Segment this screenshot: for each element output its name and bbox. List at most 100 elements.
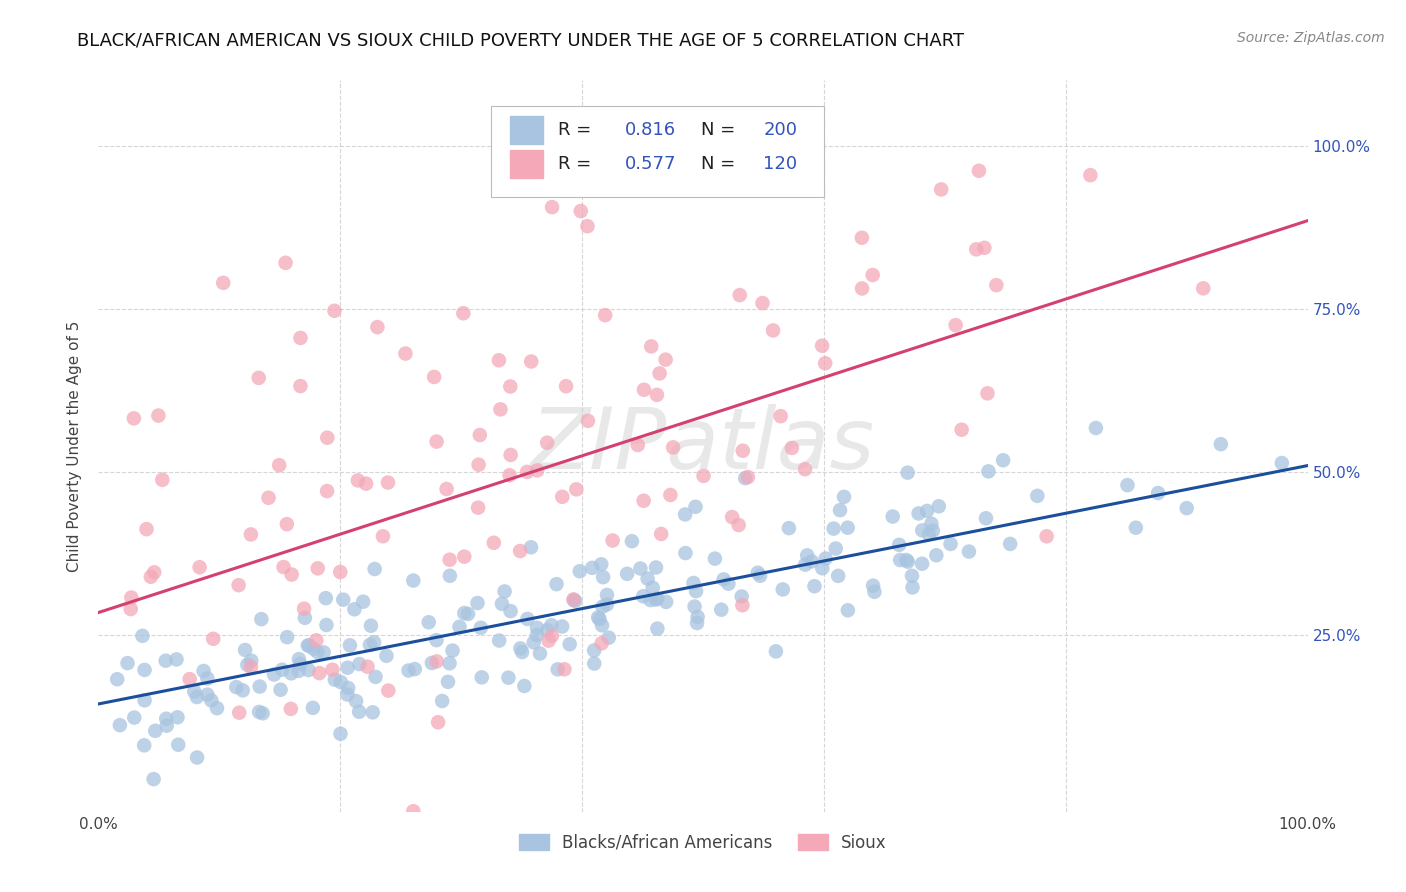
Point [654, 352, 676, 367]
Point [851, 281, 873, 295]
Text: N =: N = [700, 121, 741, 139]
Point [498, 671, 520, 685]
Point [747, 566, 769, 580]
Point [427, 715, 450, 730]
Point [467, 458, 489, 472]
Point [155, 712, 177, 726]
Point [591, 636, 613, 650]
Point [576, 219, 599, 234]
Point [897, 555, 920, 569]
Point [323, 303, 346, 318]
Point [526, 621, 548, 635]
Point [758, 155, 780, 169]
Point [239, 660, 262, 674]
Point [911, 557, 934, 571]
Text: 120: 120 [763, 155, 797, 173]
Point [644, 592, 666, 607]
Bar [509, 151, 543, 178]
Point [576, 414, 599, 428]
Point [728, 288, 751, 302]
Point [139, 570, 162, 584]
Point [586, 610, 609, 624]
Text: R =: R = [558, 155, 598, 173]
Point [120, 602, 142, 616]
Point [287, 664, 309, 678]
Point [541, 629, 564, 643]
Point [398, 664, 420, 678]
Point [974, 511, 997, 525]
Text: ZIPatlas: ZIPatlas [531, 404, 875, 488]
Point [889, 553, 911, 567]
Point [662, 441, 685, 455]
Point [510, 645, 533, 659]
Point [1035, 529, 1057, 543]
Point [526, 628, 548, 642]
Point [547, 662, 569, 676]
Point [562, 593, 585, 607]
Point [195, 672, 218, 686]
Point [516, 612, 538, 626]
Point [731, 590, 754, 604]
Point [117, 656, 139, 670]
Point [430, 694, 453, 708]
Point [499, 448, 522, 462]
Point [356, 659, 378, 673]
Point [811, 561, 834, 575]
Point [499, 379, 522, 393]
Point [263, 667, 285, 681]
Point [558, 637, 581, 651]
Point [685, 584, 707, 599]
Point [814, 551, 837, 566]
Point [250, 612, 273, 626]
Point [647, 591, 669, 606]
Point [225, 680, 247, 694]
Point [280, 702, 302, 716]
Point [377, 475, 399, 490]
Point [134, 693, 156, 707]
Point [302, 701, 325, 715]
Point [468, 428, 491, 442]
Point [627, 438, 650, 452]
Point [897, 466, 920, 480]
Point [363, 635, 385, 649]
Point [1125, 521, 1147, 535]
Point [591, 558, 613, 572]
Point [541, 200, 564, 214]
Point [675, 546, 697, 560]
Point [645, 388, 668, 402]
Point [536, 435, 558, 450]
Point [183, 684, 205, 698]
Point [553, 662, 575, 676]
Point [228, 578, 250, 592]
Point [794, 558, 817, 572]
Point [312, 645, 335, 659]
Point [316, 431, 339, 445]
Point [1147, 486, 1170, 500]
Point [1026, 489, 1049, 503]
Point [439, 568, 461, 582]
Point [991, 453, 1014, 467]
Point [131, 629, 153, 643]
Point [336, 688, 359, 702]
Point [520, 128, 543, 142]
Point [896, 553, 918, 567]
Text: 200: 200 [763, 121, 797, 139]
Point [950, 423, 973, 437]
Point [731, 599, 754, 613]
Point [404, 662, 426, 676]
Y-axis label: Child Poverty Under the Age of 5: Child Poverty Under the Age of 5 [67, 320, 83, 572]
Point [976, 386, 998, 401]
Point [166, 710, 188, 724]
Point [851, 231, 873, 245]
Point [683, 599, 706, 614]
Point [1192, 281, 1215, 295]
Point [426, 434, 449, 449]
Point [179, 672, 201, 686]
Point [329, 565, 352, 579]
Point [1271, 456, 1294, 470]
Point [499, 604, 522, 618]
Point [631, 589, 654, 603]
Point [344, 694, 367, 708]
Point [564, 594, 586, 608]
Point [1116, 478, 1139, 492]
